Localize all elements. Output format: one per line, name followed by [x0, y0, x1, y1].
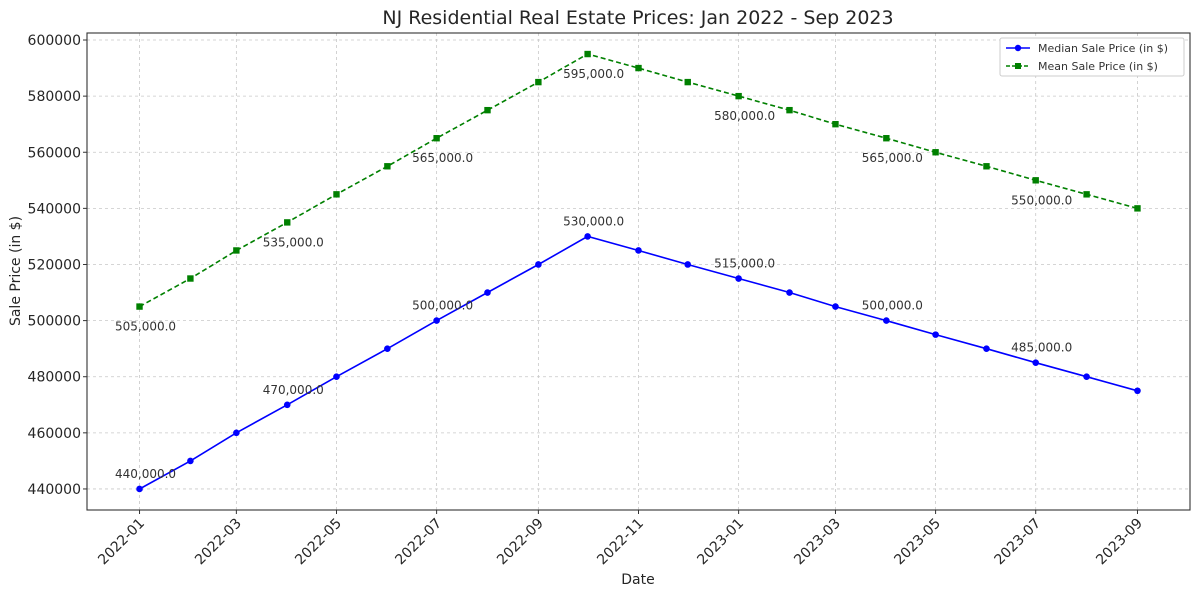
data-label: 535,000.0 — [263, 235, 324, 249]
y-tick-label: 580000 — [28, 89, 81, 105]
data-point — [187, 275, 194, 282]
x-axis: 2022-01 2022-03 2022-05 2022-07 2022-09 2022-… — [95, 510, 1146, 568]
x-tick-label: 2023-07 — [992, 516, 1045, 569]
y-tick-label: 520000 — [28, 257, 81, 273]
data-point — [735, 92, 742, 100]
x-tick-label: 2022-11 — [594, 516, 647, 569]
data-label: 550,000.0 — [1011, 193, 1072, 207]
data-label: 530,000.0 — [563, 214, 624, 228]
data-point — [832, 303, 839, 310]
data-point — [932, 331, 939, 338]
data-point — [233, 429, 240, 437]
data-point — [333, 191, 340, 198]
legend-box — [999, 37, 1185, 77]
legend-label: Mean Sale Price (in $) — [1038, 60, 1158, 73]
y-tick-label: 540000 — [28, 201, 81, 217]
data-label: 440,000.0 — [115, 467, 176, 481]
annotation-layer: 440,000.0 470,000.0 500,000.0 530,000.0 515,… — [115, 67, 1072, 481]
data-point — [1134, 205, 1141, 212]
data-point — [484, 106, 491, 114]
x-tick-label: 2022-07 — [392, 516, 445, 569]
data-point — [1134, 387, 1141, 395]
data-point — [635, 247, 642, 254]
legend: Median Sale Price (in $) Mean Sale Price … — [999, 37, 1185, 77]
data-label: 565,000.0 — [862, 151, 923, 165]
data-label: 580,000.0 — [714, 109, 775, 123]
data-point — [187, 457, 194, 465]
y-tick-label: 480000 — [28, 370, 81, 386]
y-tick-label: 460000 — [28, 426, 81, 442]
data-point — [433, 135, 440, 142]
data-label: 595,000.0 — [563, 67, 624, 81]
x-tick-label: 2022-05 — [292, 516, 345, 569]
series-layer — [136, 50, 1141, 493]
y-tick-label: 560000 — [28, 145, 81, 161]
data-point — [684, 78, 691, 86]
data-point — [384, 163, 391, 170]
data-label: 470,000.0 — [263, 383, 324, 397]
x-axis-label: Date — [621, 572, 654, 588]
data-point — [684, 261, 692, 268]
data-point — [584, 233, 591, 240]
data-point — [535, 78, 542, 86]
data-label: 505,000.0 — [115, 320, 176, 334]
data-label: 515,000.0 — [714, 257, 775, 271]
data-point — [136, 485, 143, 493]
data-point — [535, 261, 542, 268]
chart-title: NJ Residential Real Estate Prices: Jan 2… — [382, 7, 893, 29]
data-point — [136, 303, 143, 310]
data-point — [384, 345, 391, 352]
data-point — [635, 64, 642, 72]
y-axis: 440000 460000 480000 500000 520000 540000 5600… — [28, 33, 87, 498]
data-point — [1032, 359, 1040, 366]
y-tick-label: 440000 — [28, 482, 81, 498]
series-1 — [136, 50, 1141, 310]
legend-marker — [1014, 44, 1022, 52]
grid-layer — [87, 33, 1190, 510]
data-point — [883, 135, 890, 142]
data-label: 500,000.0 — [862, 299, 923, 313]
data-point — [484, 289, 491, 296]
legend-marker — [1015, 63, 1021, 69]
data-point — [786, 106, 793, 114]
series-0 — [136, 233, 1141, 493]
x-tick-label: 2023-05 — [891, 516, 944, 569]
data-point — [284, 219, 291, 226]
data-point — [983, 345, 990, 352]
data-label: 565,000.0 — [412, 151, 473, 165]
plot-frame — [86, 32, 1191, 511]
data-point — [883, 317, 890, 324]
data-label: 485,000.0 — [1011, 341, 1072, 355]
x-tick-label: 2022-03 — [192, 516, 245, 569]
data-point — [1083, 191, 1090, 198]
data-point — [1083, 373, 1090, 381]
x-tick-label: 2022-09 — [494, 516, 547, 569]
x-tick-label: 2023-03 — [791, 516, 844, 569]
x-tick-label: 2023-01 — [694, 516, 747, 569]
series-line — [139, 53, 1138, 308]
legend-label: Median Sale Price (in $) — [1038, 42, 1168, 55]
x-tick-label: 2022-01 — [95, 516, 148, 569]
data-label: 500,000.0 — [412, 299, 473, 313]
data-point — [983, 163, 990, 170]
y-tick-label: 500000 — [28, 314, 81, 330]
data-point — [584, 50, 591, 58]
data-point — [1032, 177, 1039, 184]
data-point — [283, 401, 291, 409]
data-point — [735, 275, 742, 282]
data-point — [932, 149, 939, 156]
data-point — [832, 120, 839, 128]
data-point — [233, 247, 240, 254]
x-tick-label: 2023-09 — [1093, 516, 1146, 569]
data-point — [433, 317, 440, 324]
y-axis-label: Sale Price (in $) — [8, 216, 24, 326]
y-tick-label: 600000 — [28, 33, 81, 49]
data-point — [786, 289, 793, 296]
data-point — [333, 373, 340, 381]
